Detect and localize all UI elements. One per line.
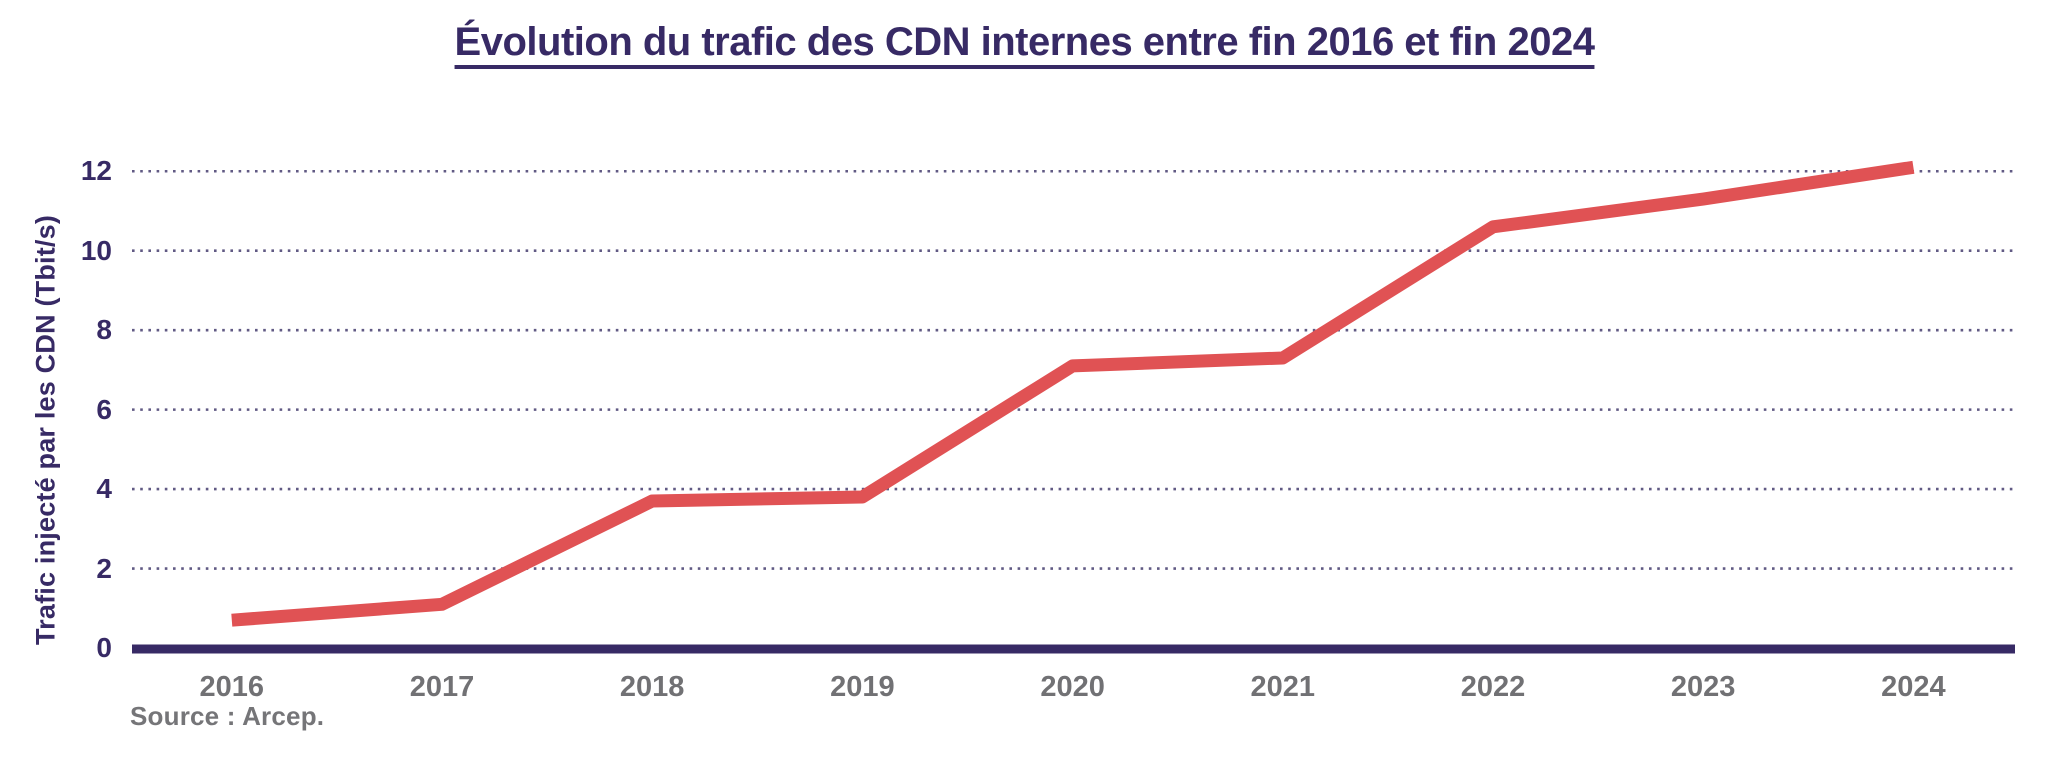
chart-title: Évolution du trafic des CDN internes ent… [0,20,2049,65]
y-tick-label-2: 2 [96,552,112,584]
cdn-traffic-series-line [231,160,1915,627]
x-tick-label-2016: 2016 [199,671,265,703]
y-tick-label-6: 6 [96,393,112,425]
x-tick-label-2018: 2018 [619,671,685,703]
x-tick-label-2019: 2019 [830,671,895,703]
x-tick-label-2022: 2022 [1460,671,1526,703]
chart-title-text: Évolution du trafic des CDN internes ent… [454,20,1595,64]
y-tick-label-12: 12 [80,155,112,187]
x-tick-label-2023: 2023 [1670,671,1736,703]
y-tick-label-8: 8 [96,314,112,346]
y-tick-label-0: 0 [96,632,112,663]
x-tick-label-2020: 2020 [1040,671,1105,703]
gridlines [132,169,2015,570]
x-tick-label-2017: 2017 [409,671,475,703]
x-tick-label-2024: 2024 [1881,671,1946,703]
y-tick-label-4: 4 [96,473,112,505]
x-tick-label-2021: 2021 [1250,671,1316,703]
y-tick-label-10: 10 [80,234,112,266]
source-note: Source : Arcep. [130,701,325,731]
